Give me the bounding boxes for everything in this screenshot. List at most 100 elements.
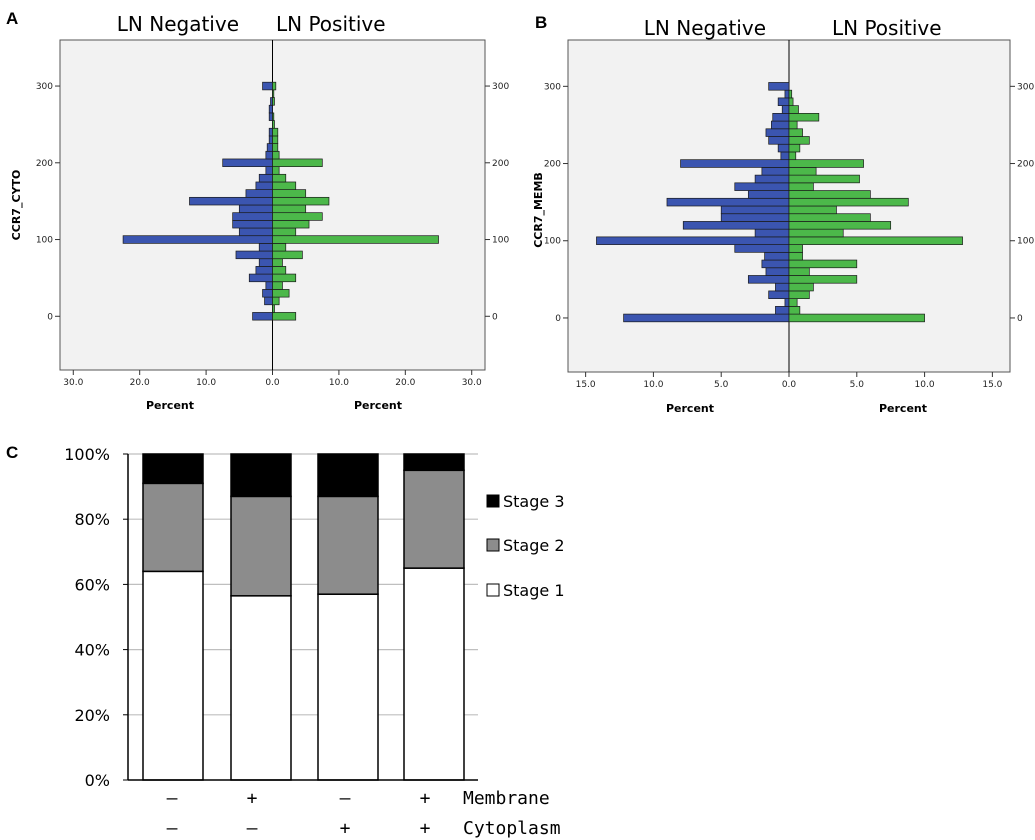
bar-ln-negative-b: [777, 97, 790, 106]
bar-ln-positive-a: [272, 227, 297, 237]
x-tick-label-b: 15.0: [576, 380, 596, 390]
bar-ln-negative-b: [768, 136, 790, 145]
group4-membrane-sign: +: [420, 788, 431, 809]
bar-ln-positive-b: [788, 282, 814, 292]
bar-ln-positive-a: [272, 120, 275, 129]
bar-ln-negative-a: [262, 81, 273, 91]
y-tick-label-c: 80%: [74, 510, 110, 529]
bar-ln-positive-b: [788, 151, 797, 161]
bar-ln-negative-a: [189, 196, 273, 206]
bar-segment-stage-2-group1: [142, 482, 204, 573]
bar-ln-negative-a: [248, 273, 273, 283]
bar-ln-positive-b: [788, 267, 810, 276]
bar-segment-stage-1-group3: [317, 593, 379, 781]
y-tick-label-c: 40%: [74, 641, 110, 660]
y-tick-label-right-b: 100: [1017, 237, 1034, 247]
bar-ln-positive-a: [272, 158, 323, 167]
bar-ln-negative-b: [720, 205, 790, 215]
legend-swatch-stage3: [486, 494, 500, 508]
bar-ln-positive-a: [272, 135, 279, 144]
bar-ln-positive-b: [788, 290, 810, 300]
bar-ln-negative-b: [747, 275, 790, 284]
bar-ln-positive-b: [788, 97, 794, 106]
bar-ln-positive-b: [788, 89, 793, 99]
y-tick-label-c: 60%: [74, 575, 110, 594]
x-tick-label-a: 20.0: [130, 378, 150, 388]
bar-ln-positive-a: [272, 196, 330, 206]
bar-ln-negative-a: [255, 181, 273, 191]
bar-ln-positive-b: [788, 190, 871, 199]
bar-ln-positive-b: [788, 159, 864, 168]
y-axis-label-a: CCR7_CYTO: [10, 170, 23, 241]
bar-ln-positive-a: [272, 173, 287, 183]
pyramid-chart-a: 0 0 100 100 200 200 300 300 30.0 20.0 10.0 0.0 10.0 2…: [10, 12, 509, 412]
panel-letter-b: B: [535, 13, 547, 32]
bar-ln-negative-a: [265, 150, 273, 160]
bar-ln-negative-b: [772, 112, 790, 122]
group1-membrane-sign: –: [167, 788, 178, 809]
bar-ln-positive-b: [788, 112, 820, 122]
group3-membrane-sign: –: [340, 788, 351, 809]
bar-ln-positive-a: [272, 212, 323, 221]
row-label-membrane: Membrane: [463, 788, 550, 809]
bar-ln-positive-a: [272, 281, 283, 290]
bar-ln-negative-a: [258, 258, 273, 267]
legend-label-stage1: Stage 1: [503, 581, 565, 600]
bar-ln-negative-a: [122, 235, 273, 244]
bar-ln-negative-b: [761, 167, 790, 176]
x-axis-label-left-a: Percent: [146, 399, 194, 412]
bar-ln-positive-a: [272, 81, 277, 91]
bar-ln-positive-b: [788, 128, 803, 137]
y-tick-label-right-a: 300: [492, 82, 509, 92]
bar-ln-positive-a: [272, 166, 280, 175]
bar-ln-positive-b: [788, 236, 963, 245]
bar-ln-negative-a: [265, 166, 273, 175]
bar-ln-positive-a: [272, 97, 275, 106]
bar-ln-positive-a: [272, 181, 297, 191]
bar-ln-negative-a: [232, 212, 273, 221]
x-tick-label-a: 10.0: [329, 378, 349, 388]
bar-segment-stage-2-group3: [317, 495, 379, 595]
header-ln-positive-a: LN Positive: [276, 12, 386, 36]
bar-ln-negative-b: [780, 151, 790, 161]
x-tick-label-b: 15.0: [982, 380, 1002, 390]
y-tick-label-right-b: 300: [1017, 82, 1034, 92]
bar-ln-negative-b: [680, 159, 790, 168]
bar-ln-positive-b: [788, 205, 837, 215]
bar-ln-positive-b: [788, 105, 799, 114]
y-tick-label-left-b: 200: [544, 160, 561, 170]
bar-ln-positive-b: [788, 213, 871, 222]
bar-ln-negative-b: [682, 221, 790, 230]
x-tick-label-b: 0.0: [782, 380, 797, 390]
x-tick-label-a: 20.0: [395, 378, 415, 388]
bar-ln-negative-a: [245, 189, 273, 198]
row-label-cytoplasm: Cytoplasm: [463, 818, 561, 839]
y-tick-label-left-b: 300: [544, 82, 561, 92]
y-tick-label-right-a: 0: [492, 312, 498, 322]
group1-cytoplasm-sign: –: [167, 818, 178, 839]
y-tick-label-left-a: 0: [47, 312, 53, 322]
bar-ln-positive-b: [788, 313, 925, 323]
bar-ln-negative-b: [761, 259, 790, 269]
bar-segment-stage-1-group4: [403, 567, 465, 781]
x-tick-label-b: 10.0: [915, 380, 935, 390]
y-tick-label-right-a: 100: [492, 236, 509, 246]
x-tick-label-a: 30.0: [462, 378, 482, 388]
x-tick-label-b: 5.0: [850, 380, 865, 390]
bar-ln-positive-b: [788, 167, 817, 176]
bar-ln-positive-a: [272, 243, 287, 252]
bar-ln-negative-b: [771, 120, 790, 130]
bar-ln-positive-b: [788, 244, 803, 253]
x-tick-label-a: 0.0: [265, 378, 280, 388]
bar-ln-negative-a: [258, 243, 273, 252]
bar-ln-negative-a: [255, 266, 273, 275]
x-tick-label-a: 30.0: [63, 378, 83, 388]
bar-ln-negative-b: [768, 82, 790, 91]
header-ln-negative-a: LN Negative: [117, 12, 239, 36]
bar-ln-positive-a: [272, 150, 280, 160]
y-tick-label-c: 20%: [74, 706, 110, 725]
y-tick-label-left-b: 100: [544, 237, 561, 247]
y-tick-label-c: 100%: [64, 445, 110, 464]
bar-ln-positive-a: [272, 189, 307, 198]
bar-ln-positive-b: [788, 275, 858, 284]
